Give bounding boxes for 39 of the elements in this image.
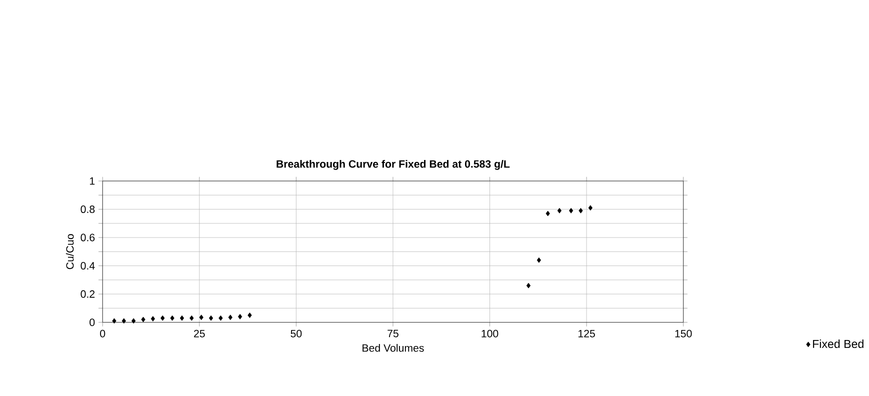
x-tick-label: 100 [482,330,498,338]
x-tick-label: 0 [100,330,106,338]
x-tick-label: 150 [675,330,692,338]
legend-label: Fixed Bed [813,340,864,348]
point [180,315,184,321]
point [160,315,165,321]
y-tick-label: 0.4 [80,262,95,270]
y-axis-title: Cu/Cuo [66,234,74,270]
point [132,318,136,324]
y-tick-label: 0.6 [80,234,95,242]
x-tick-label: 125 [578,330,595,338]
point [218,315,223,321]
point [568,208,574,214]
point [199,314,204,320]
x-tick-label: 25 [194,330,205,338]
point [536,257,542,263]
point [141,316,146,322]
chart-title: Breakthrough Curve for Fixed Bed at 0.583 g/L [276,160,510,170]
point [546,210,550,216]
point [238,314,242,320]
point [228,314,232,320]
point [578,208,583,214]
x-tick-label: 50 [290,330,302,338]
point [122,318,126,324]
point [170,315,174,321]
point [248,312,252,318]
point [526,282,531,288]
point [208,315,214,321]
x-axis-title: Bed Volumes [362,344,424,352]
point [588,205,593,211]
point [112,318,116,324]
y-tick-label: 0.8 [80,206,95,214]
x-tick-label: 75 [388,330,398,338]
y-tick-label: 0.2 [80,290,95,298]
point [557,208,562,214]
point [150,316,156,322]
y-tick-label: 0 [90,318,95,326]
y-tick-label: 1 [90,177,95,185]
point [190,315,194,321]
